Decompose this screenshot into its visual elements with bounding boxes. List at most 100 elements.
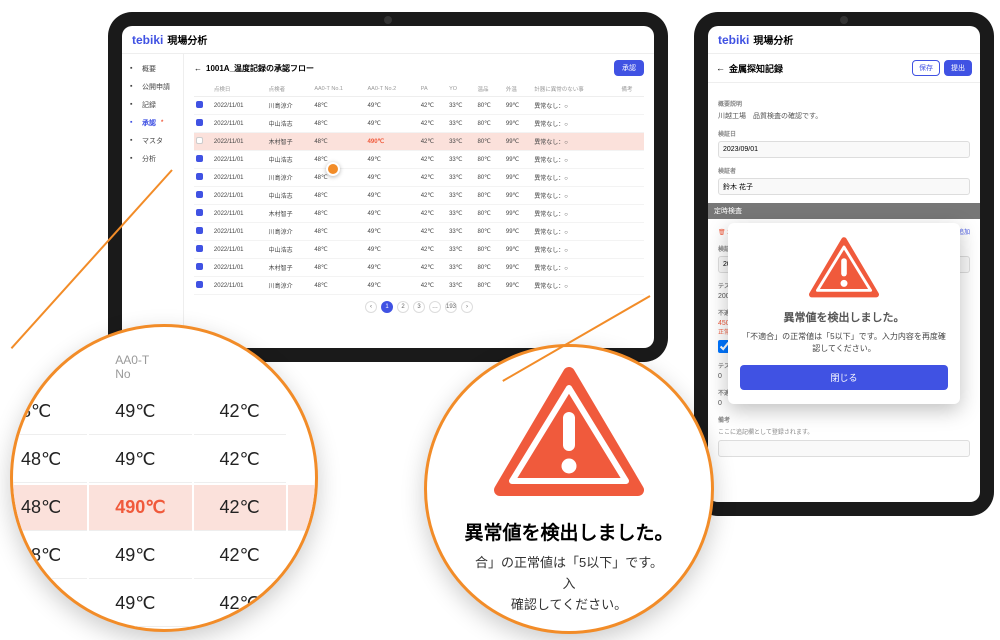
sidebar-item-公開申請[interactable]: ▪公開申請 xyxy=(122,78,183,96)
page-button[interactable]: 193 xyxy=(445,301,457,313)
row-checkbox[interactable] xyxy=(196,101,203,108)
date-input[interactable] xyxy=(718,141,970,158)
page-button[interactable]: 2 xyxy=(397,301,409,313)
cell: 異常なし：○ xyxy=(532,133,619,151)
pen-icon: ▪ xyxy=(130,101,138,109)
col-header: 点検者 xyxy=(267,82,313,97)
table-row[interactable]: 2022/11/01川島涼介48℃49℃42℃33℃80℃99℃異常なし：○ xyxy=(194,97,644,115)
cell: 99℃ xyxy=(504,259,532,277)
camera-dot xyxy=(840,16,848,24)
cell: 80℃ xyxy=(475,133,503,151)
row-checkbox[interactable] xyxy=(196,209,203,216)
row-checkbox[interactable] xyxy=(196,119,203,126)
table-row[interactable]: 2022/11/01木村智子48℃49℃42℃33℃80℃99℃異常なし：○ xyxy=(194,205,644,223)
row-checkbox[interactable] xyxy=(196,173,203,180)
page-button[interactable]: ‹ xyxy=(365,301,377,313)
sidebar-item-分析[interactable]: ▪分析 xyxy=(122,150,183,168)
cell: 2022/11/01 xyxy=(212,151,267,169)
cell xyxy=(619,97,644,115)
submit-button[interactable]: 提出 xyxy=(944,60,972,76)
row-checkbox[interactable] xyxy=(196,155,203,162)
cell: 80℃ xyxy=(475,115,503,133)
cell: 2022/11/01 xyxy=(212,97,267,115)
date-label: 検証日 xyxy=(718,129,970,138)
form-body: 概要説明 川越工場 品質検査の確認です。 検証日 検証者 定時検査 🗑 2回検削… xyxy=(708,83,980,502)
back-icon[interactable]: ← xyxy=(194,64,202,73)
cell: 中山浩志 xyxy=(267,151,313,169)
cell: 川島涼介 xyxy=(267,97,313,115)
cell xyxy=(194,277,212,295)
page-button[interactable]: 3 xyxy=(413,301,425,313)
table-row[interactable]: 2022/11/01木村智子48℃490℃42℃33℃80℃99℃異常なし：○ xyxy=(194,133,644,151)
cell: 33℃ xyxy=(447,205,475,223)
row-checkbox[interactable] xyxy=(196,281,203,288)
table-row[interactable]: 2022/11/01中山浩志48℃49℃42℃33℃80℃99℃異常なし：○ xyxy=(194,241,644,259)
tablet-frame-right: tebiki 現場分析 ← 金属探知記録 保存 提出 概要説明 川越工場 品質検… xyxy=(694,12,994,516)
app-header: tebiki 現場分析 xyxy=(122,26,654,54)
grid-icon: ▪ xyxy=(130,137,138,145)
cell: 42℃ xyxy=(419,205,447,223)
pagination[interactable]: ‹ 123 … 193 › xyxy=(194,301,644,313)
back-icon[interactable]: ← xyxy=(716,63,725,73)
sidebar-item-記録[interactable]: ▪記録 xyxy=(122,96,183,114)
page-button[interactable]: › xyxy=(461,301,473,313)
table-row[interactable]: 2022/11/01川島涼介48℃49℃42℃33℃80℃99℃異常なし：○ xyxy=(194,169,644,187)
sidebar: ▪概要▪公開申請▪記録▪承認*▪マスタ▪分析 xyxy=(122,54,184,348)
cell: 異常なし：○ xyxy=(532,187,619,205)
cell: 80℃ xyxy=(475,241,503,259)
modal-body: 「不適合」の正常値は「5以下」です。入力内容を再度確認してください。 xyxy=(740,331,948,355)
col-header: PA xyxy=(419,82,447,97)
app-screen-right: tebiki 現場分析 ← 金属探知記録 保存 提出 概要説明 川越工場 品質検… xyxy=(708,26,980,502)
cell: 33℃ xyxy=(447,241,475,259)
person-input[interactable] xyxy=(718,178,970,195)
cell: 42℃ xyxy=(419,259,447,277)
tablet-frame-left: tebiki 現場分析 ▪概要▪公開申請▪記録▪承認*▪マスタ▪分析 ← 100… xyxy=(108,12,668,362)
cell: 99℃ xyxy=(504,187,532,205)
main-panel: ← 1001A_温度記録の承認フロー 承認 点検日点検者AA0-T No.1AA… xyxy=(184,54,654,348)
row-checkbox[interactable] xyxy=(196,263,203,270)
sidebar-label: 公開申請 xyxy=(142,82,170,92)
cell: 中山浩志 xyxy=(267,115,313,133)
sidebar-item-概要[interactable]: ▪概要 xyxy=(122,60,183,78)
modal-close-button[interactable]: 閉じる xyxy=(740,365,948,390)
cell xyxy=(619,223,644,241)
cell: 80℃ xyxy=(475,259,503,277)
magnifier-left: 1 AA0-T No 8℃49℃42℃48℃49℃42℃48℃490℃42℃34… xyxy=(10,324,318,632)
col-header: 外温 xyxy=(504,82,532,97)
cell: 木村智子 xyxy=(267,259,313,277)
cell: 42℃ xyxy=(419,277,447,295)
page-button[interactable]: 1 xyxy=(381,301,393,313)
table-row[interactable]: 2022/11/01中山浩志48℃49℃42℃33℃80℃99℃異常なし：○ xyxy=(194,187,644,205)
app-screen-left: tebiki 現場分析 ▪概要▪公開申請▪記録▪承認*▪マスタ▪分析 ← 100… xyxy=(122,26,654,348)
cell: 33℃ xyxy=(447,187,475,205)
cell xyxy=(619,115,644,133)
cell: 48℃ xyxy=(312,241,365,259)
cell xyxy=(194,169,212,187)
modal-title: 異常値を検出しました。 xyxy=(740,309,948,325)
table-row[interactable]: 2022/11/01中山浩志48℃49℃42℃33℃80℃99℃異常なし：○ xyxy=(194,115,644,133)
sidebar-item-マスタ[interactable]: ▪マスタ xyxy=(122,132,183,150)
sidebar-item-承認[interactable]: ▪承認* xyxy=(122,114,183,132)
row-checkbox[interactable] xyxy=(196,227,203,234)
page-button[interactable]: … xyxy=(429,301,441,313)
row-checkbox[interactable] xyxy=(196,191,203,198)
row-checkbox[interactable] xyxy=(196,137,203,144)
anomaly-modal: 異常値を検出しました。 「不適合」の正常値は「5以下」です。入力内容を再度確認し… xyxy=(728,223,960,404)
cell xyxy=(194,241,212,259)
cell: 42℃ xyxy=(419,169,447,187)
table-row[interactable]: 2022/11/01木村智子48℃49℃42℃33℃80℃99℃異常なし：○ xyxy=(194,259,644,277)
save-button[interactable]: 保存 xyxy=(912,60,940,76)
approve-button[interactable]: 承認 xyxy=(614,60,644,76)
cell: 48℃ xyxy=(312,187,365,205)
row-checkbox[interactable] xyxy=(196,245,203,252)
cell xyxy=(194,259,212,277)
app-header-r: tebiki 現場分析 xyxy=(708,26,980,54)
cell: 33℃ xyxy=(447,259,475,277)
table-row[interactable]: 2022/11/01中山浩志48℃49℃42℃33℃80℃99℃異常なし：○ xyxy=(194,151,644,169)
cell: 異常なし：○ xyxy=(532,241,619,259)
table-row[interactable]: 2022/11/01川島涼介48℃49℃42℃33℃80℃99℃異常なし：○ xyxy=(194,223,644,241)
table-row[interactable]: 2022/11/01川島涼介48℃49℃42℃33℃80℃99℃異常なし：○ xyxy=(194,277,644,295)
foot-input[interactable] xyxy=(718,440,970,457)
cell: 48℃ xyxy=(312,259,365,277)
cell: 33℃ xyxy=(447,223,475,241)
